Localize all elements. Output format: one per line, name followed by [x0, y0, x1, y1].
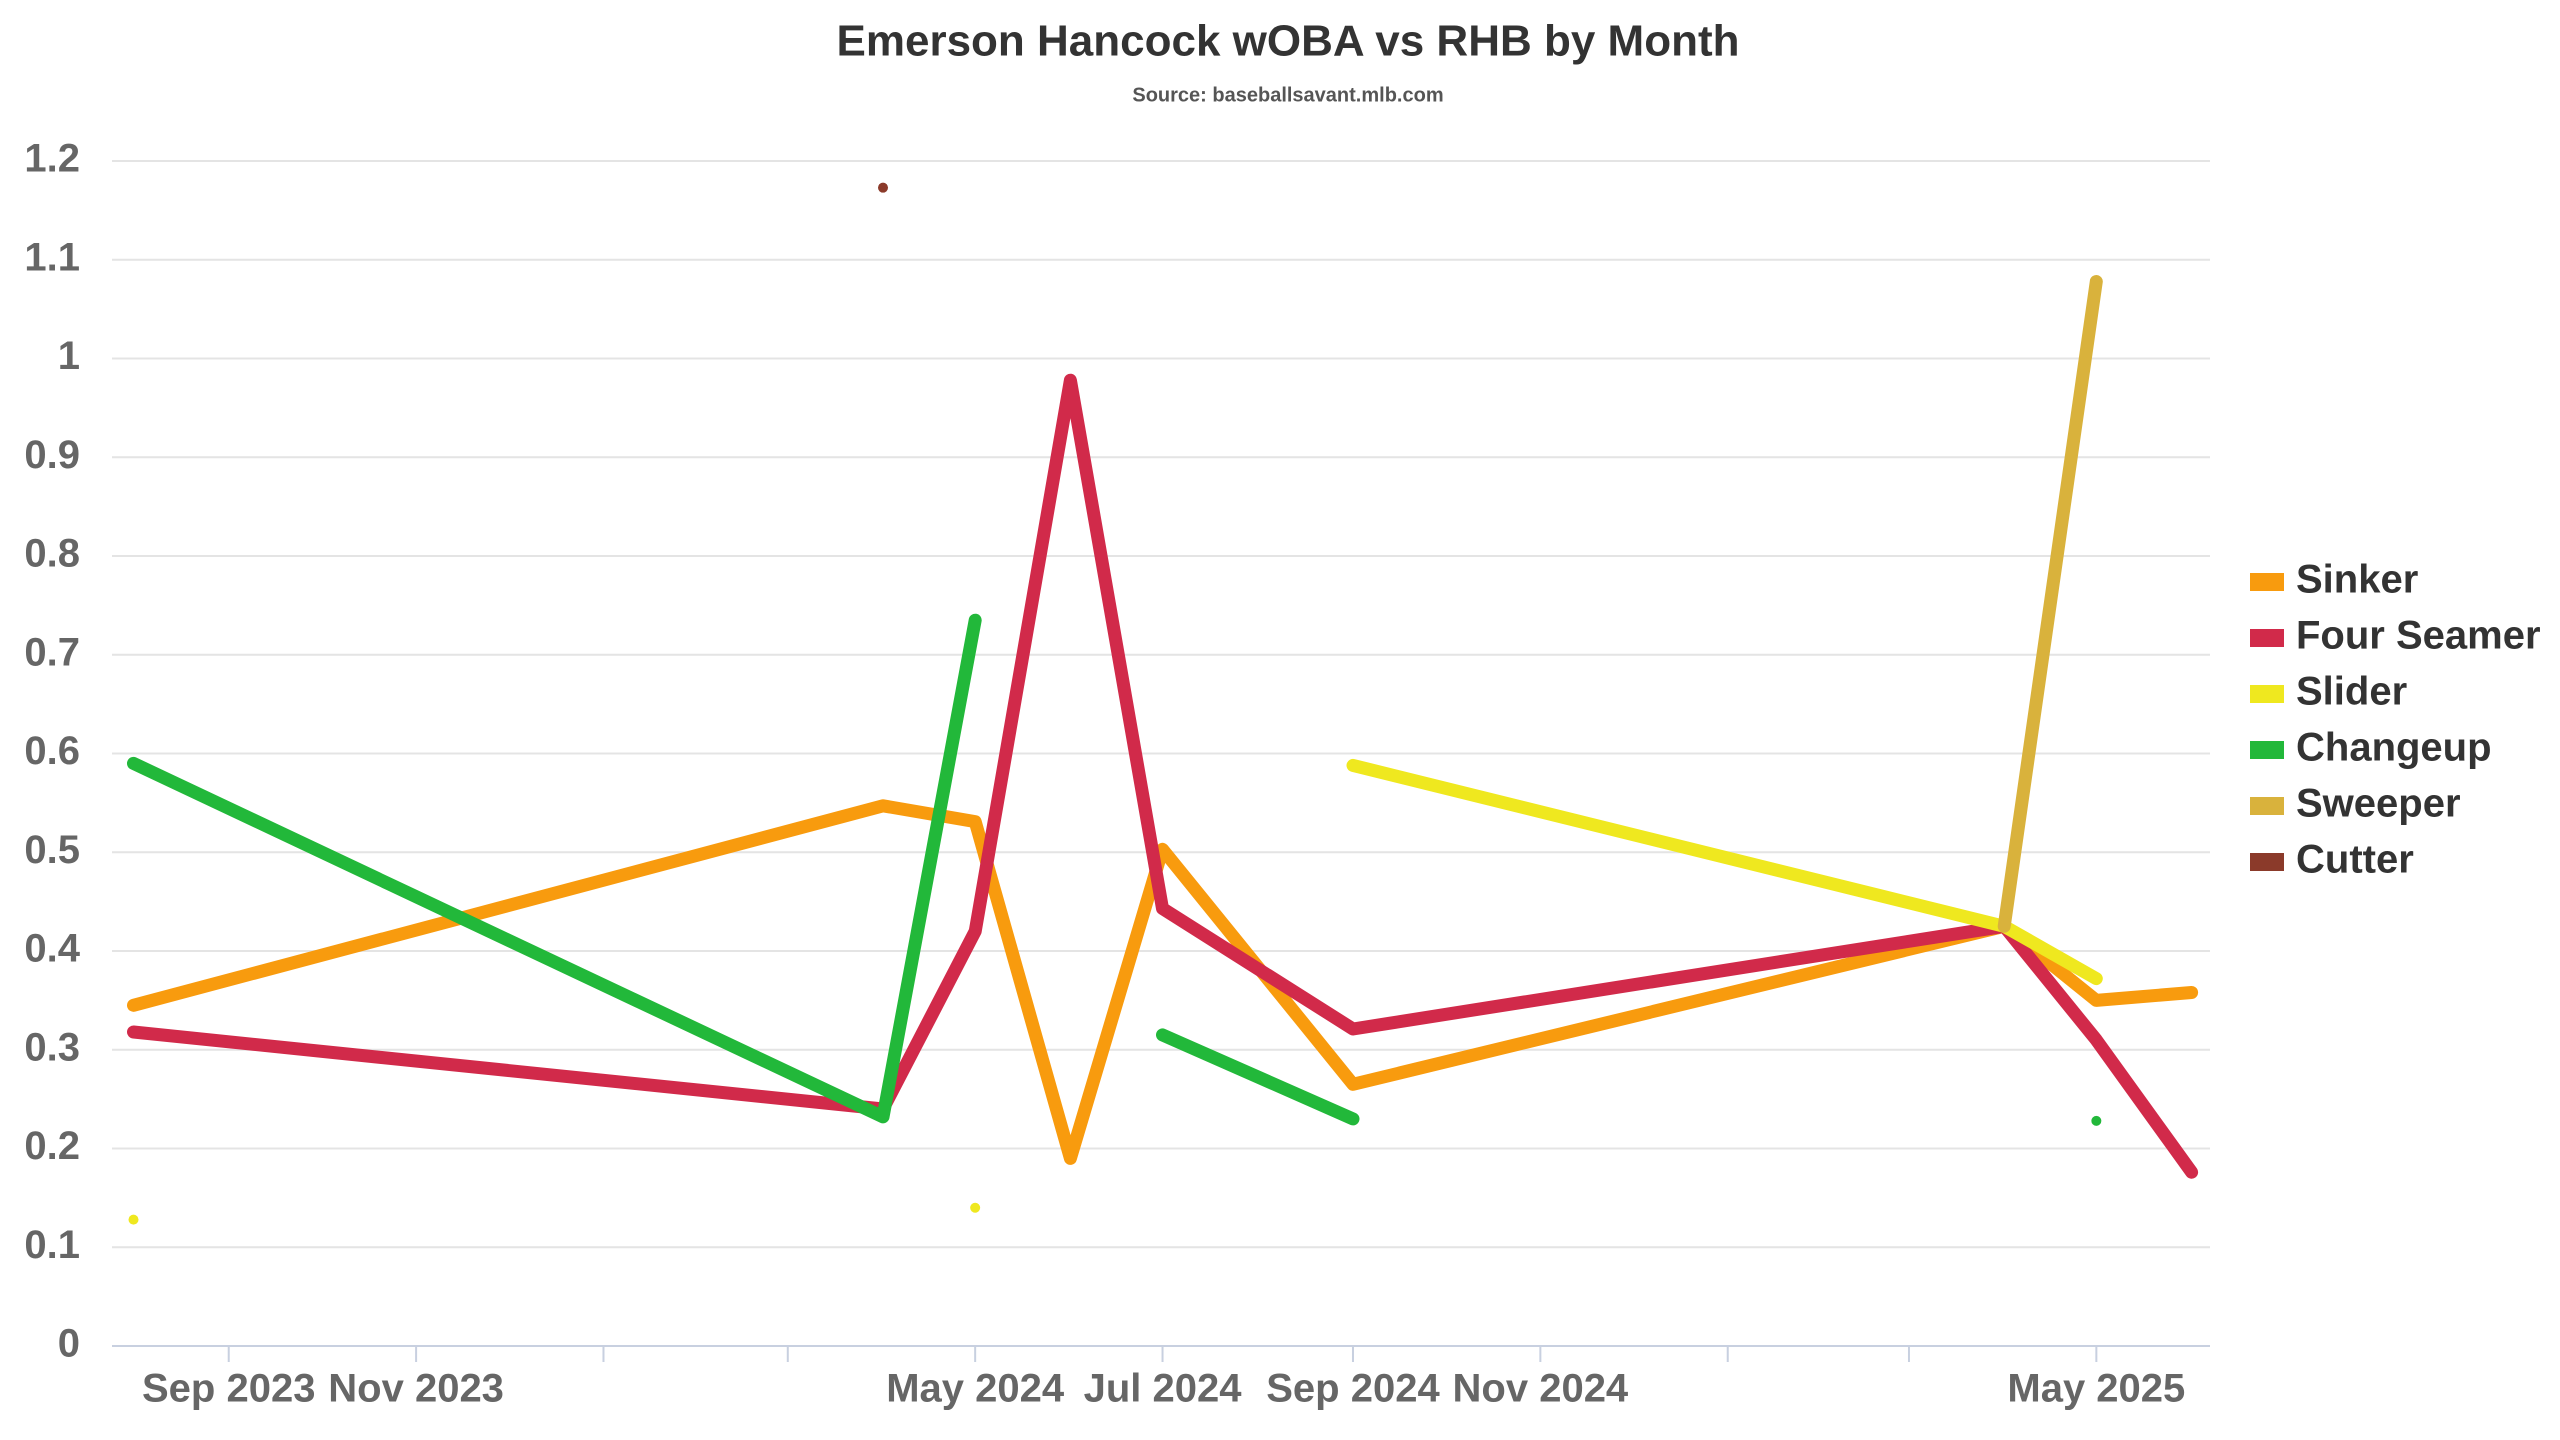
legend-swatch	[2250, 853, 2284, 871]
legend-label: Cutter	[2296, 838, 2414, 882]
y-tick-label: 0	[58, 1322, 80, 1366]
legend-label: Sinker	[2296, 558, 2418, 602]
y-tick-label: 0.1	[24, 1223, 80, 1267]
y-tick-label: 0.3	[24, 1025, 80, 1069]
y-tick-label: 0.4	[24, 927, 80, 971]
y-tick-label: 0.7	[24, 630, 80, 674]
legend-label: Four Seamer	[2296, 614, 2541, 658]
y-tick-label: 1.2	[24, 137, 80, 181]
x-tick-label: Jul 2024	[1084, 1367, 1243, 1411]
series-line	[1156, 1028, 1360, 1126]
y-tick-label: 0.5	[24, 828, 80, 872]
legend-swatch	[2250, 573, 2284, 591]
series-line	[1346, 758, 2103, 986]
y-tick-label: 0.9	[24, 433, 80, 477]
legend-swatch	[2250, 741, 2284, 759]
y-tick-label: 0.6	[24, 729, 80, 773]
legend-label: Sweeper	[2296, 782, 2461, 826]
point-marker	[128, 1214, 139, 1225]
y-tick-label: 0.2	[24, 1124, 80, 1168]
x-tick-label: Nov 2024	[1453, 1367, 1629, 1411]
chart-title: Emerson Hancock wOBA vs RHB by Month	[837, 17, 1740, 66]
series-line	[127, 373, 2199, 1179]
x-tick-label: May 2024	[886, 1367, 1065, 1411]
x-tick-label: Sep 2023	[142, 1367, 315, 1411]
legend-swatch	[2250, 797, 2284, 815]
point-marker	[2091, 1115, 2102, 1126]
legend-swatch	[2250, 685, 2284, 703]
y-tick-label: 0.8	[24, 532, 80, 576]
series-line	[127, 613, 982, 1124]
point-marker	[970, 1202, 981, 1213]
x-tick-label: May 2025	[2007, 1367, 2185, 1411]
point-marker	[878, 182, 889, 193]
y-tick-label: 1	[58, 334, 80, 378]
y-tick-label: 1.1	[24, 235, 80, 279]
chart-subtitle: Source: baseballsavant.mlb.com	[1132, 84, 1443, 106]
series-line	[127, 799, 2199, 1165]
legend-label: Changeup	[2296, 726, 2492, 770]
x-tick-label: Nov 2023	[328, 1367, 504, 1411]
series-line	[1997, 275, 2103, 933]
legend-label: Slider	[2296, 670, 2407, 714]
legend-swatch	[2250, 629, 2284, 647]
x-tick-label: Sep 2024	[1266, 1367, 1440, 1411]
